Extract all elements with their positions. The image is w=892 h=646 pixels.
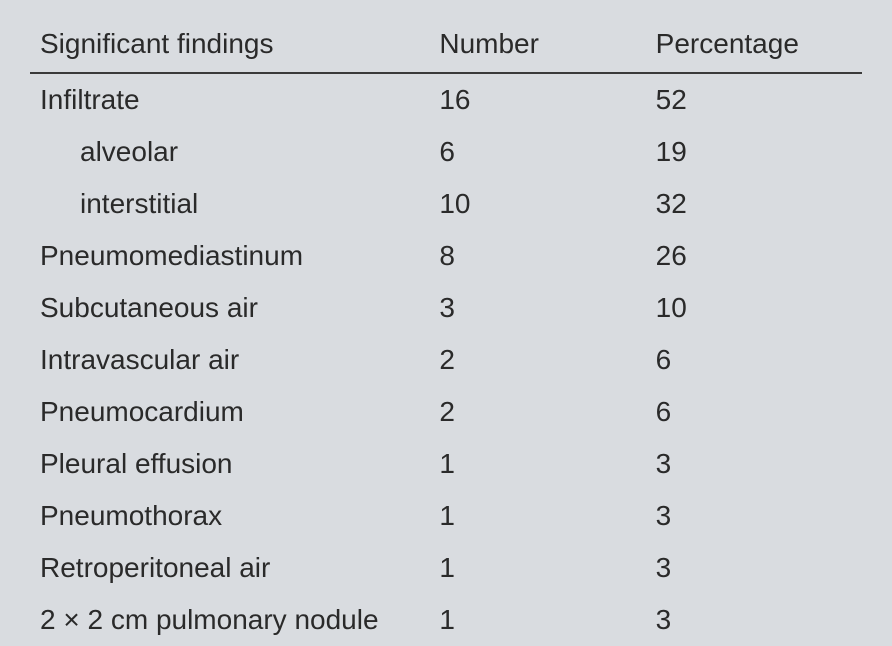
cell-number: 1 bbox=[429, 594, 645, 646]
cell-percentage: 3 bbox=[646, 438, 862, 490]
cell-findings: interstitial bbox=[30, 178, 429, 230]
cell-number: 6 bbox=[429, 126, 645, 178]
cell-number: 1 bbox=[429, 438, 645, 490]
cell-findings: Intravascular air bbox=[30, 334, 429, 386]
header-percentage: Percentage bbox=[646, 20, 862, 73]
cell-percentage: 3 bbox=[646, 490, 862, 542]
cell-number: 10 bbox=[429, 178, 645, 230]
table-row: Subcutaneous air310 bbox=[30, 282, 862, 334]
cell-number: 1 bbox=[429, 542, 645, 594]
cell-number: 8 bbox=[429, 230, 645, 282]
cell-percentage: 26 bbox=[646, 230, 862, 282]
cell-percentage: 6 bbox=[646, 334, 862, 386]
cell-number: 2 bbox=[429, 334, 645, 386]
table-row: interstitial1032 bbox=[30, 178, 862, 230]
cell-findings: Pneumocardium bbox=[30, 386, 429, 438]
cell-findings: Subcutaneous air bbox=[30, 282, 429, 334]
table-row: alveolar619 bbox=[30, 126, 862, 178]
cell-percentage: 6 bbox=[646, 386, 862, 438]
header-findings: Significant findings bbox=[30, 20, 429, 73]
cell-findings: 2 × 2 cm pulmonary nodule bbox=[30, 594, 429, 646]
table-row: Pneumothorax13 bbox=[30, 490, 862, 542]
table-row: Retroperitoneal air13 bbox=[30, 542, 862, 594]
cell-findings: Retroperitoneal air bbox=[30, 542, 429, 594]
table-header-row: Significant findings Number Percentage bbox=[30, 20, 862, 73]
cell-percentage: 32 bbox=[646, 178, 862, 230]
cell-findings: Infiltrate bbox=[30, 73, 429, 126]
cell-findings: Pleural effusion bbox=[30, 438, 429, 490]
table-row: Infiltrate1652 bbox=[30, 73, 862, 126]
header-number: Number bbox=[429, 20, 645, 73]
table-row: Pneumocardium26 bbox=[30, 386, 862, 438]
table-row: Pleural effusion13 bbox=[30, 438, 862, 490]
table-row: Intravascular air26 bbox=[30, 334, 862, 386]
table-row: 2 × 2 cm pulmonary nodule13 bbox=[30, 594, 862, 646]
cell-number: 1 bbox=[429, 490, 645, 542]
findings-table: Significant findings Number Percentage I… bbox=[30, 20, 862, 646]
table-body: Infiltrate1652alveolar619interstitial103… bbox=[30, 73, 862, 646]
cell-findings: alveolar bbox=[30, 126, 429, 178]
cell-number: 16 bbox=[429, 73, 645, 126]
cell-findings: Pneumomediastinum bbox=[30, 230, 429, 282]
cell-number: 3 bbox=[429, 282, 645, 334]
cell-percentage: 3 bbox=[646, 594, 862, 646]
cell-percentage: 3 bbox=[646, 542, 862, 594]
cell-findings: Pneumothorax bbox=[30, 490, 429, 542]
cell-percentage: 10 bbox=[646, 282, 862, 334]
cell-percentage: 19 bbox=[646, 126, 862, 178]
table-row: Pneumomediastinum826 bbox=[30, 230, 862, 282]
cell-percentage: 52 bbox=[646, 73, 862, 126]
cell-number: 2 bbox=[429, 386, 645, 438]
